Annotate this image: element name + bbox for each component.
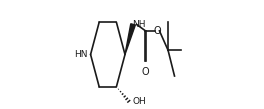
Text: NH: NH <box>133 20 146 29</box>
Text: O: O <box>142 67 149 77</box>
Polygon shape <box>125 24 135 54</box>
Text: OH: OH <box>132 97 146 106</box>
Text: HN: HN <box>74 50 88 59</box>
Text: O: O <box>153 26 161 36</box>
